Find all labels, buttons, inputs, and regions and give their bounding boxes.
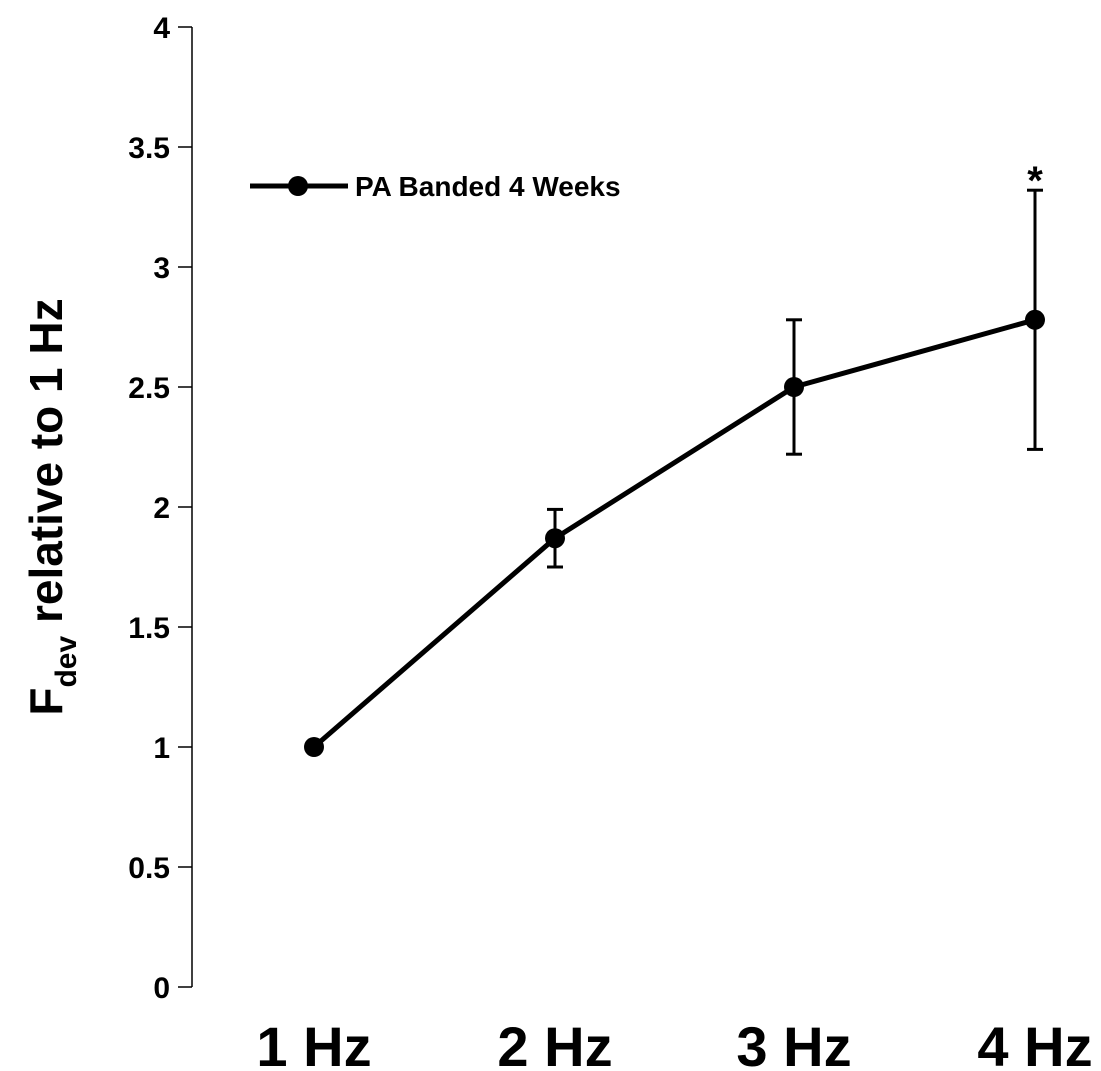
x-category-label: 1 Hz [256,1015,371,1071]
y-tick-label: 4 [153,12,170,45]
y-axis-label: Fdev relative to 1 Hz [20,298,83,715]
y-axis-label-main: F [20,688,72,716]
legend: PA Banded 4 Weeks [250,171,621,202]
y-tick-label: 3 [153,252,170,285]
x-category-label: 4 Hz [977,1015,1092,1071]
y-axis: 0 0.5 1 1.5 2 2.5 3 3.5 4 [128,12,193,1005]
x-category-label: 3 Hz [736,1015,851,1071]
y-tick-label: 1 [153,732,170,765]
y-axis-label-subscript: dev [50,636,83,688]
series-line [312,317,1036,749]
significance-marker: * [1027,159,1043,203]
y-tick-label: 2 [153,492,170,525]
y-tick-label: 1.5 [128,612,170,645]
annotations: * [1027,159,1043,203]
data-point [1025,309,1045,330]
legend-label: PA Banded 4 Weeks [355,171,621,202]
data-point [545,528,565,549]
svg-text:Fdev relative to 1 Hz: Fdev relative to 1 Hz [20,298,83,715]
x-axis-labels: 1 Hz 2 Hz 3 Hz 4 Hz [256,1015,1092,1071]
y-tick-label: 0.5 [128,852,170,885]
y-tick-label: 3.5 [128,132,170,165]
y-axis-label-rest: relative to 1 Hz [20,298,72,635]
data-point [304,737,324,757]
data-point [784,377,804,397]
y-tick-label: 0 [153,972,170,1005]
series-layer [304,188,1045,757]
legend-marker [288,176,308,196]
x-category-label: 2 Hz [497,1015,612,1071]
y-tick-label: 2.5 [128,372,170,405]
